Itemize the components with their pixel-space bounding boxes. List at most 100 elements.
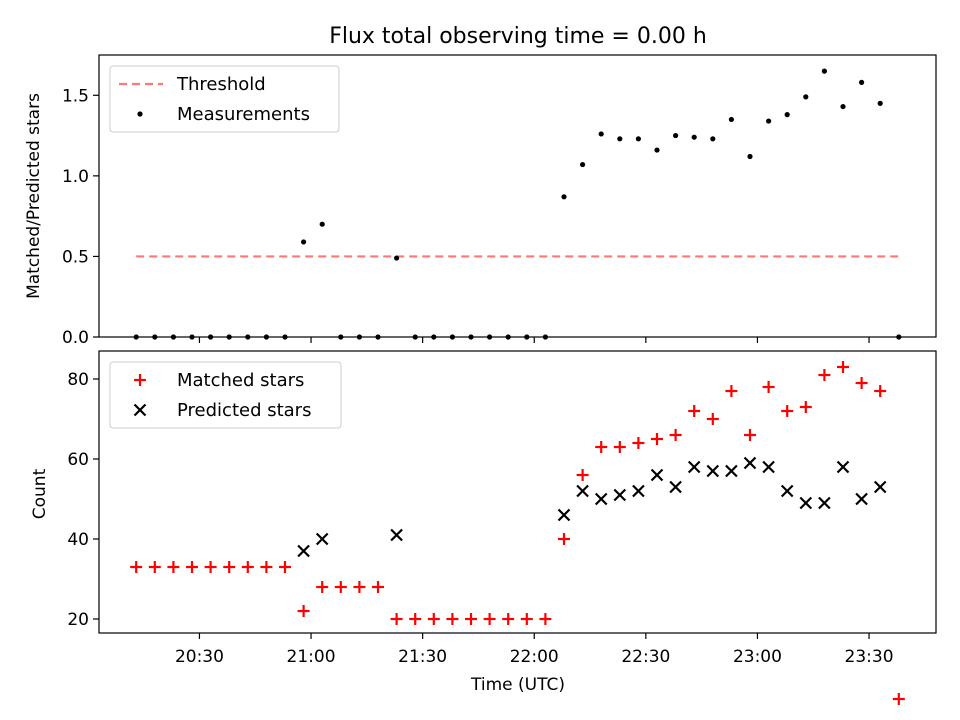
predicted-star-point: [613, 488, 627, 502]
predicted-star-point: [297, 544, 310, 558]
matched-star-point: [744, 429, 756, 441]
legend-matched-swatch: [134, 374, 146, 386]
measurement-point: [710, 136, 716, 142]
matched-star-point: [334, 581, 347, 593]
top-plot-frame: [98, 54, 937, 338]
predicted-star-point: [743, 456, 757, 470]
matched-star-point: [316, 581, 329, 593]
matched-star-point: [260, 561, 273, 573]
predicted-star-point: [799, 496, 813, 510]
measurement-point: [580, 161, 586, 168]
matched-star-point: [502, 613, 515, 625]
top-legend-box: [109, 65, 340, 133]
matched-star-point: [520, 613, 533, 625]
matched-star-point: [409, 613, 422, 625]
top-panel: 0.0 0.5 1.0 1.5 Matched/Predicted stars Thr…: [24, 54, 937, 348]
matched-star-point: [539, 613, 552, 625]
predicted-star-point: [632, 484, 645, 498]
measurement-point: [766, 118, 772, 124]
matched-star-point: [167, 561, 180, 573]
measurement-point: [803, 94, 809, 100]
top-y-axis-label: Matched/Predicted stars: [24, 93, 44, 299]
measurement-point: [859, 79, 865, 85]
top-legend: Threshold Measurements: [109, 65, 340, 133]
measurement-point: [561, 194, 567, 200]
matched-star-point: [595, 441, 608, 453]
measurement-point: [821, 68, 828, 74]
x-tick-label: 21:30: [398, 647, 447, 667]
measurement-point: [598, 131, 604, 137]
matched-star-point: [706, 413, 719, 425]
predicted-star-point: [594, 492, 608, 506]
legend-measurements-swatch: [137, 111, 143, 117]
predicted-star-point: [762, 460, 775, 474]
matched-star-point: [446, 613, 459, 625]
matched-star-point: [781, 405, 794, 417]
predicted-star-point: [669, 480, 682, 494]
matched-star-point: [892, 693, 905, 705]
matched-star-point: [148, 561, 161, 573]
matched-star-point: [241, 561, 254, 573]
matched-star-point: [613, 441, 626, 453]
matched-star-point: [837, 361, 849, 373]
matched-star-point: [688, 405, 701, 417]
matched-star-point: [576, 469, 589, 481]
bottom-panel: 20 40 60 80 20:30 21:00 21:30 22:00 22:30 23:00 23…: [30, 350, 937, 705]
matched-star-point: [130, 561, 143, 573]
predicted-star-point: [818, 496, 831, 510]
x-axis-label: Time (UTC): [470, 675, 565, 695]
matched-star-point: [297, 605, 310, 617]
chart-title: Flux total observing time = 0.00 h: [329, 24, 707, 49]
predicted-star-point: [855, 492, 868, 506]
predicted-star-point: [687, 460, 701, 474]
predicted-star-point: [557, 508, 571, 522]
matched-star-point: [390, 613, 403, 625]
matched-star-point: [762, 381, 775, 393]
bottom-legend: Matched stars Predicted stars: [109, 361, 342, 429]
predicted-star-point: [576, 484, 589, 498]
top-y-tick-label: 0.5: [62, 247, 89, 267]
matched-star-point: [725, 385, 738, 397]
measurement-point: [691, 134, 697, 140]
predicted-star-point: [836, 460, 850, 474]
bottom-plot-frame: [98, 350, 937, 634]
predicted-star-point: [315, 532, 329, 546]
legend-predicted-label: Predicted stars: [177, 400, 311, 421]
bottom-y-tick-label: 40: [67, 530, 89, 550]
matched-star-point: [223, 561, 236, 573]
legend-threshold-label: Threshold: [176, 74, 266, 95]
measurement-point: [747, 153, 753, 160]
matched-star-point: [651, 433, 663, 445]
measurement-point: [635, 136, 642, 142]
predicted-star-point: [390, 528, 403, 542]
top-y-tick-label: 0.0: [62, 328, 89, 348]
measurement-point: [877, 100, 883, 106]
matched-star-point: [874, 385, 887, 397]
matched-star-point: [372, 581, 384, 593]
measurement-point: [394, 255, 400, 261]
top-y-tick-label: 1.0: [62, 167, 89, 187]
top-axes: 0.0 0.5 1.0 1.5: [62, 86, 870, 348]
matched-star-point: [558, 533, 570, 545]
matched-star-point: [465, 613, 477, 625]
measurement-point: [673, 132, 679, 139]
x-tick-label: 23:30: [845, 647, 894, 667]
predicted-star-point: [706, 464, 720, 478]
bottom-y-tick-label: 60: [67, 450, 89, 470]
matched-star-point: [799, 401, 812, 413]
matched-star-point: [279, 561, 291, 573]
matched-star-point: [186, 561, 198, 573]
measurement-point: [319, 221, 325, 227]
legend-predicted-swatch: [133, 403, 147, 417]
measurement-point: [617, 136, 623, 142]
bottom-axes: 20 40 60 80 20:30 21:00 21:30 22:00 22:30 23:00 23…: [67, 370, 893, 667]
measurement-point: [784, 112, 790, 118]
matched-star-point: [669, 429, 682, 441]
measurement-point: [840, 103, 846, 110]
matched-star-point: [483, 613, 496, 625]
x-tick-label: 22:00: [510, 647, 559, 667]
legend-measurements-label: Measurements: [177, 104, 310, 125]
x-tick-label: 21:00: [287, 647, 336, 667]
predicted-star-point: [725, 464, 738, 478]
